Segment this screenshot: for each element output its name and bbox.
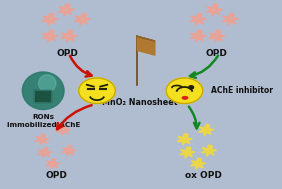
Text: MnO₂ Nanosheet: MnO₂ Nanosheet <box>102 98 178 107</box>
Circle shape <box>166 78 203 104</box>
Polygon shape <box>190 158 206 169</box>
Polygon shape <box>58 4 75 16</box>
Ellipse shape <box>38 75 56 92</box>
Text: RONs
immobilized AChE: RONs immobilized AChE <box>6 114 80 128</box>
Polygon shape <box>222 13 239 26</box>
Ellipse shape <box>22 72 64 109</box>
Ellipse shape <box>182 97 188 99</box>
Polygon shape <box>74 13 91 26</box>
Text: OPD: OPD <box>206 49 228 58</box>
Polygon shape <box>199 125 214 136</box>
Polygon shape <box>46 159 60 169</box>
Polygon shape <box>56 125 71 135</box>
Polygon shape <box>35 134 49 145</box>
Polygon shape <box>62 146 76 156</box>
Text: ox OPD: ox OPD <box>185 171 222 180</box>
Polygon shape <box>60 30 78 42</box>
Polygon shape <box>190 30 207 42</box>
Polygon shape <box>180 147 195 158</box>
Polygon shape <box>42 30 59 42</box>
Polygon shape <box>206 4 223 16</box>
Polygon shape <box>38 147 52 158</box>
Polygon shape <box>42 13 59 26</box>
Polygon shape <box>137 36 155 55</box>
Polygon shape <box>208 30 226 42</box>
Polygon shape <box>201 145 217 156</box>
Polygon shape <box>137 36 155 41</box>
Polygon shape <box>177 134 192 145</box>
FancyBboxPatch shape <box>34 90 51 102</box>
Circle shape <box>79 78 115 104</box>
Text: AChE inhibitor: AChE inhibitor <box>211 86 273 95</box>
Text: OPD: OPD <box>46 171 68 180</box>
Circle shape <box>189 86 194 89</box>
Text: OPD: OPD <box>56 49 78 58</box>
Polygon shape <box>190 13 207 26</box>
